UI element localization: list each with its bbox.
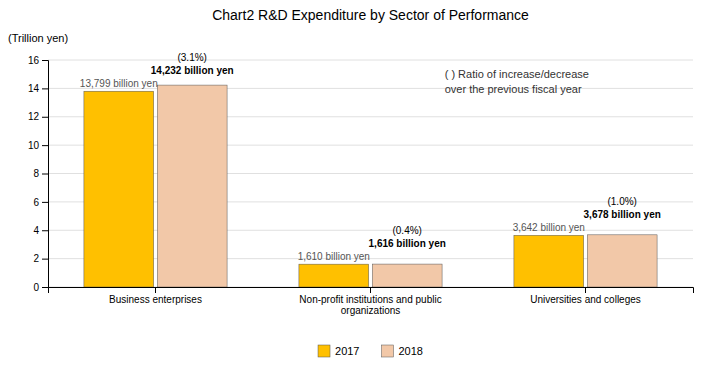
legend: 2017 2018	[318, 345, 423, 357]
tick-label: 0	[33, 282, 39, 293]
tick-label: 2	[33, 253, 39, 264]
legend-item: 2018	[382, 345, 423, 357]
tick: 8	[33, 168, 48, 179]
axis-line	[49, 288, 694, 294]
legend-label: 2018	[399, 345, 423, 357]
tick: 6	[33, 197, 48, 208]
tick-mark	[42, 88, 48, 89]
tick: 12	[28, 111, 48, 122]
data-label: 3,642 billion yen	[513, 222, 585, 233]
grid-line	[48, 60, 693, 61]
tick: 2	[33, 253, 48, 264]
tick-mark	[42, 117, 48, 118]
tick-mark	[42, 287, 48, 288]
tick: 14	[28, 83, 48, 94]
x-axis: Business enterprises Non-profit instituti…	[49, 287, 694, 316]
tick: 0	[33, 282, 48, 293]
tick-mark	[42, 259, 48, 260]
legend-swatch	[318, 345, 330, 357]
grid	[48, 60, 693, 287]
tick: 4	[33, 225, 48, 236]
tick: Universities and colleges	[530, 287, 641, 305]
tick-label-line: Universities and colleges	[530, 294, 641, 305]
ratio-label: (1.0%)	[607, 196, 636, 207]
bar	[299, 264, 369, 287]
tick-mark	[42, 202, 48, 203]
bar	[372, 264, 442, 287]
tick-mark	[370, 287, 371, 293]
tick-label: 8	[33, 168, 39, 179]
data-label: 14,232 billion yen	[151, 65, 234, 76]
annotation: over the previous fiscal year	[445, 83, 582, 95]
legend-label: 2017	[335, 345, 359, 357]
legend-swatch	[382, 345, 394, 357]
tick-label: Universities and colleges	[530, 294, 641, 305]
data-label: 13,799 billion yen	[80, 78, 158, 89]
annotation: ( ) Ratio of increase/decrease	[445, 68, 589, 80]
tick-mark	[42, 230, 48, 231]
data-labels: 13,799 billion yen 14,232 billion yen (3.1…	[80, 52, 661, 262]
chart: Chart2 R&D Expenditure by Sector of Perf…	[0, 0, 713, 367]
tick-label: Non-profit institutions and publicorgani…	[299, 294, 441, 316]
title: Chart2 R&D Expenditure by Sector of Perf…	[212, 7, 529, 23]
y-axis: 0 2 4 6 8 10 12 14 16	[28, 55, 49, 293]
tick: Non-profit institutions and publicorgani…	[299, 287, 441, 316]
bar	[157, 85, 227, 287]
tick-mark	[42, 60, 48, 61]
bar	[514, 235, 584, 287]
tick-label: 12	[28, 111, 40, 122]
bar	[84, 91, 154, 287]
tick-mark	[585, 287, 586, 293]
data-label: 1,610 billion yen	[298, 251, 370, 262]
tick: Business enterprises	[109, 287, 202, 305]
ratio-label: (0.4%)	[392, 225, 421, 236]
tick-label-line: Business enterprises	[109, 294, 202, 305]
legend-item: 2017	[318, 345, 359, 357]
bars	[84, 85, 657, 287]
tick-label: Business enterprises	[109, 294, 202, 305]
tick-mark	[155, 287, 156, 293]
tick: 10	[28, 140, 48, 151]
tick-label: 14	[28, 83, 40, 94]
tick-label: 4	[33, 225, 39, 236]
tick-label-line: Non-profit institutions and public	[299, 294, 441, 305]
tick: 16	[28, 55, 48, 66]
axis-line	[42, 61, 49, 288]
tick-label: 10	[28, 140, 40, 151]
data-label: 3,678 billion yen	[584, 209, 661, 220]
tick-mark	[42, 145, 48, 146]
bar	[587, 235, 657, 287]
y-axis-title: (Trillion yen)	[8, 32, 68, 44]
tick-label: 6	[33, 197, 39, 208]
tick-label: 16	[28, 55, 40, 66]
ratio-label: (3.1%)	[177, 52, 206, 63]
data-label: 1,616 billion yen	[369, 238, 446, 249]
tick-mark	[42, 174, 48, 175]
tick-label-line: organizations	[341, 305, 400, 316]
